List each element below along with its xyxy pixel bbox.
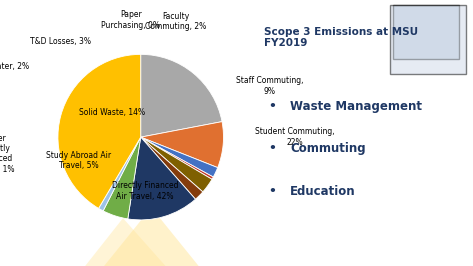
Wedge shape bbox=[141, 137, 213, 179]
Wedge shape bbox=[103, 137, 141, 219]
Text: Student Commuting,
22%: Student Commuting, 22% bbox=[255, 127, 334, 147]
Polygon shape bbox=[104, 207, 199, 266]
Text: Education: Education bbox=[290, 185, 356, 198]
Text: •: • bbox=[269, 100, 276, 113]
Text: Directly Financed
Air Travel, 42%: Directly Financed Air Travel, 42% bbox=[112, 181, 178, 201]
Wedge shape bbox=[128, 137, 195, 220]
Wedge shape bbox=[141, 137, 212, 192]
Text: T&D Losses, 3%: T&D Losses, 3% bbox=[30, 38, 91, 47]
Wedge shape bbox=[141, 137, 218, 177]
Wedge shape bbox=[141, 137, 203, 199]
Text: Staff Commuting,
9%: Staff Commuting, 9% bbox=[236, 76, 303, 95]
Text: •: • bbox=[269, 143, 276, 155]
Polygon shape bbox=[85, 218, 166, 266]
Text: Commuting: Commuting bbox=[290, 143, 366, 155]
Text: Scope 3 Emissions at MSU
FY2019: Scope 3 Emissions at MSU FY2019 bbox=[264, 27, 418, 48]
Wedge shape bbox=[140, 54, 222, 137]
Text: Solid Waste, 14%: Solid Waste, 14% bbox=[79, 108, 145, 117]
Text: •: • bbox=[269, 185, 276, 198]
FancyBboxPatch shape bbox=[390, 5, 466, 74]
Text: Faculty
Commuting, 2%: Faculty Commuting, 2% bbox=[145, 12, 206, 31]
Text: Other
Directly
Financed
Travel, 1%: Other Directly Financed Travel, 1% bbox=[0, 134, 15, 174]
Text: Waste Management: Waste Management bbox=[290, 100, 422, 113]
Text: Wastewater, 2%: Wastewater, 2% bbox=[0, 62, 29, 71]
Wedge shape bbox=[141, 122, 223, 168]
Text: Paper
Purchasing, 0%: Paper Purchasing, 0% bbox=[101, 10, 160, 30]
Wedge shape bbox=[58, 54, 141, 208]
Text: Study Abroad Air
Travel, 5%: Study Abroad Air Travel, 5% bbox=[46, 151, 111, 170]
FancyBboxPatch shape bbox=[393, 5, 459, 59]
Wedge shape bbox=[98, 137, 141, 211]
